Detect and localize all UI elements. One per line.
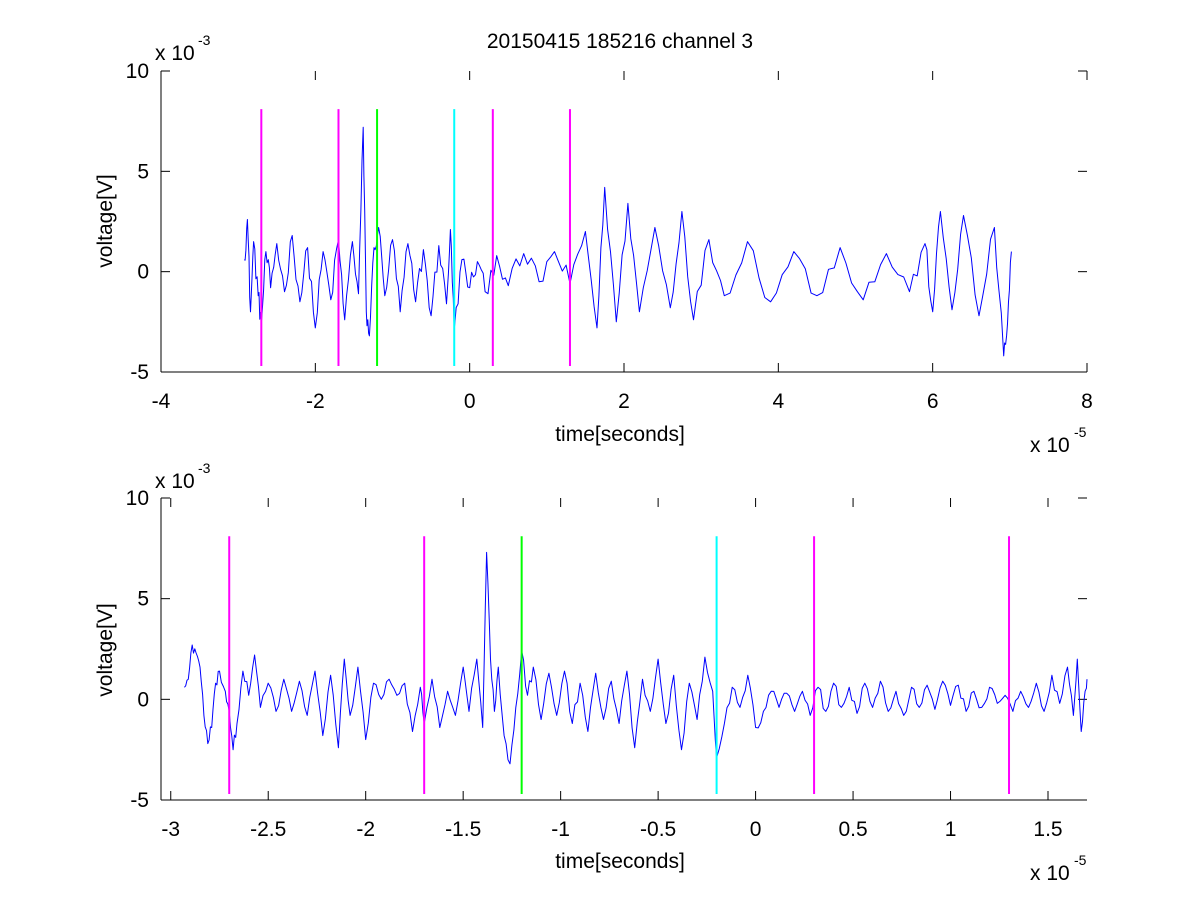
- bottom-y-exponent-base: x 10: [155, 470, 195, 493]
- top-y-tick-label: 0: [137, 261, 149, 284]
- bottom-y-tick-label: 5: [137, 588, 149, 611]
- top-voltage-trace: [244, 126, 1012, 357]
- bottom-x-tick-label: -0.5: [640, 818, 676, 841]
- bottom-x-tick-label: -1: [551, 818, 570, 841]
- top-x-exponent: -5: [1074, 424, 1087, 440]
- bottom-x-tick-label: -2: [356, 818, 375, 841]
- bottom-x-tick-label: -2.5: [250, 818, 286, 841]
- bottom-voltage-trace: [184, 551, 1088, 765]
- top-plot: x 10 -3 voltage[V] time[seconds] x 10 -5…: [94, 32, 1093, 457]
- top-y-axis-label: voltage[V]: [94, 174, 117, 267]
- top-x-tick-label: 6: [927, 390, 939, 413]
- bottom-x-tick-label: 0.5: [838, 818, 867, 841]
- bottom-x-axis-label: time[seconds]: [555, 850, 685, 873]
- figure-title: 20150415 185216 channel 3: [487, 30, 753, 53]
- top-x-tick-label: -2: [306, 390, 325, 413]
- bottom-x-exponent: -5: [1074, 852, 1087, 868]
- top-x-tick-label: 8: [1081, 390, 1093, 413]
- top-x-tick-label: 2: [618, 390, 630, 413]
- bottom-y-tick-label: 0: [137, 688, 149, 711]
- top-x-tick-label: 4: [772, 390, 784, 413]
- top-y-tick-label: -5: [130, 361, 149, 384]
- bottom-x-tick-label: 1: [945, 818, 957, 841]
- bottom-x-tick-label: -3: [161, 818, 180, 841]
- bottom-y-axis-label: voltage[V]: [94, 603, 117, 696]
- top-y-tick-label: 10: [126, 60, 149, 83]
- top-y-tick-label: 5: [137, 160, 149, 183]
- bottom-y-exponent: -3: [198, 460, 211, 476]
- bottom-x-tick-label: 0: [750, 818, 762, 841]
- bottom-y-tick-label: 10: [126, 487, 149, 510]
- top-x-tick-label: -4: [152, 390, 171, 413]
- top-x-tick-label: 0: [464, 390, 476, 413]
- top-x-axis-label: time[seconds]: [555, 423, 685, 446]
- top-y-exponent-base: x 10: [155, 42, 195, 65]
- top-y-exponent: -3: [198, 32, 211, 48]
- bottom-x-tick-label: 1.5: [1033, 818, 1062, 841]
- bottom-plot: x 10 -3 voltage[V] time[seconds] x 10 -5…: [94, 460, 1088, 885]
- bottom-x-tick-label: -1.5: [445, 818, 481, 841]
- bottom-x-exponent-base: x 10: [1030, 862, 1070, 885]
- top-x-exponent-base: x 10: [1030, 434, 1070, 457]
- bottom-y-tick-label: -5: [130, 789, 149, 812]
